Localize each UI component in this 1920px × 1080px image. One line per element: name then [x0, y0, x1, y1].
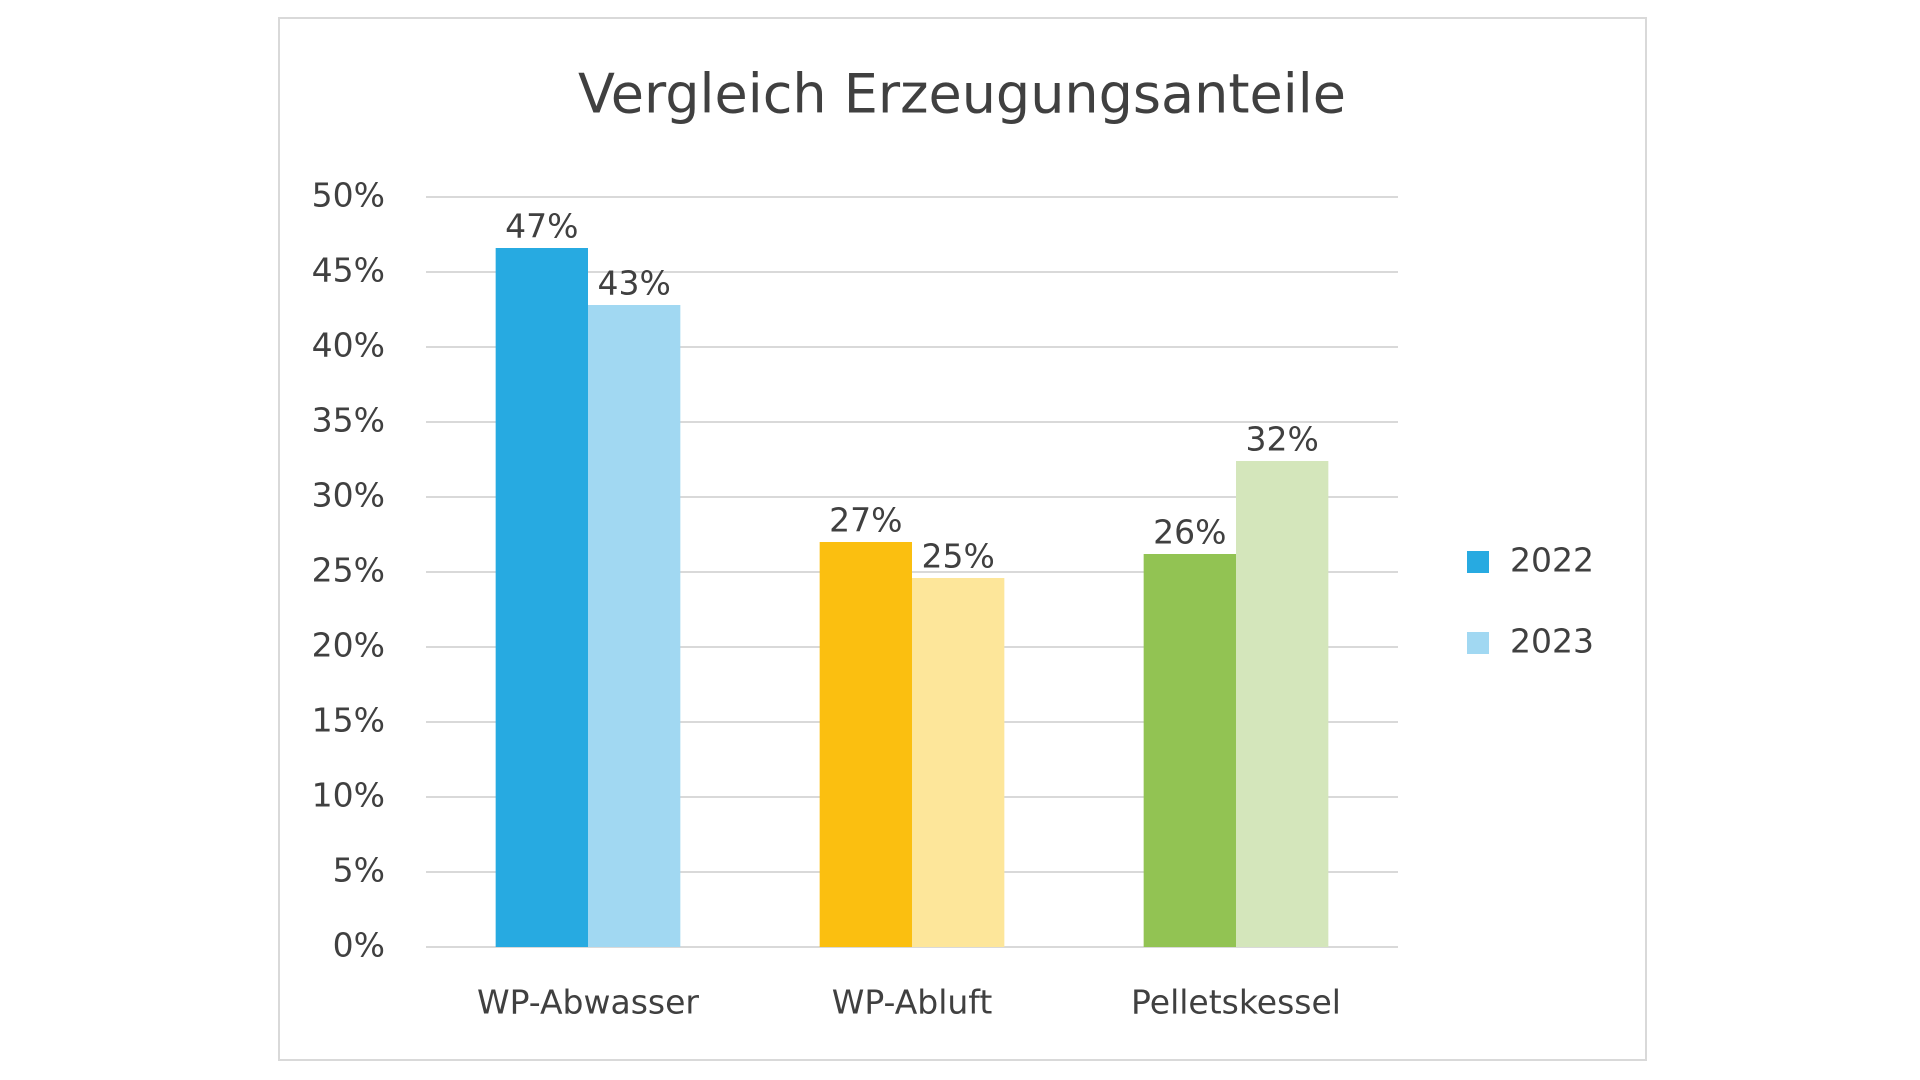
y-tick-label: 20% [312, 626, 385, 665]
legend-swatch [1467, 551, 1489, 573]
x-tick-label: WP-Abluft [832, 983, 993, 1022]
legend-label: 2023 [1510, 622, 1594, 661]
y-tick-label: 0% [333, 926, 385, 965]
data-label: 43% [597, 264, 670, 303]
legend-swatch [1467, 632, 1489, 654]
bar [588, 305, 681, 947]
data-label: 32% [1245, 420, 1318, 459]
y-tick-label: 45% [312, 251, 385, 290]
chart-title: Vergleich Erzeugungsanteile [578, 63, 1346, 126]
data-label: 27% [829, 501, 902, 540]
bar [819, 542, 912, 947]
bar [495, 248, 588, 947]
bar [1143, 554, 1236, 947]
y-tick-label: 10% [312, 776, 385, 815]
y-tick-label: 5% [333, 851, 385, 890]
data-label: 26% [1153, 513, 1226, 552]
y-tick-label: 25% [312, 551, 385, 590]
data-label: 25% [921, 537, 994, 576]
y-tick-label: 30% [312, 476, 385, 515]
y-tick-label: 40% [312, 326, 385, 365]
x-tick-label: Pelletskessel [1131, 983, 1341, 1022]
y-tick-label: 15% [312, 701, 385, 740]
y-tick-label: 50% [312, 176, 385, 215]
x-tick-label: WP-Abwasser [477, 983, 699, 1022]
legend-label: 2022 [1510, 541, 1594, 580]
bar [912, 578, 1005, 947]
bar [1236, 461, 1329, 947]
data-label: 47% [505, 207, 578, 246]
y-tick-label: 35% [312, 401, 385, 440]
